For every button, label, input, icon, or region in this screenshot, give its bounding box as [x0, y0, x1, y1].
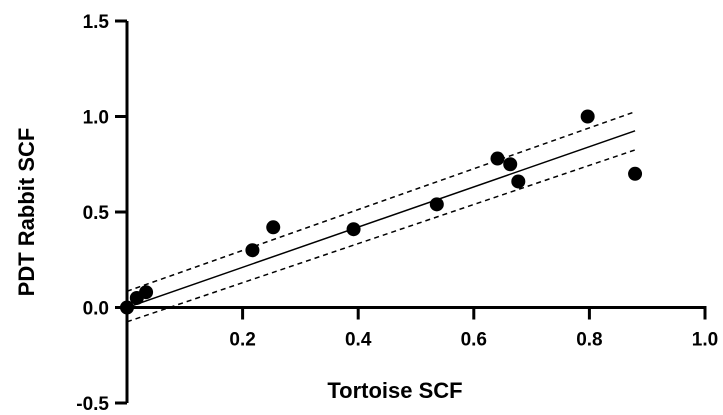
data-point [490, 151, 505, 166]
y-tick-label: -0.5 [76, 394, 109, 415]
confidence-band [126, 111, 636, 323]
x-axis-ticks: 0.2 0.4 0.6 0.8 1.0 [229, 307, 718, 351]
regression-line [126, 130, 636, 309]
data-point [503, 157, 518, 172]
x-tick-label: 0.8 [576, 330, 602, 351]
data-point [580, 109, 595, 124]
x-tick-label: 1.0 [692, 330, 718, 351]
data-point [346, 222, 361, 237]
y-tick-label: 1.0 [83, 108, 109, 129]
x-axis-title: Tortoise SCF [327, 378, 462, 403]
y-axis-title: PDT Rabbit SCF [14, 128, 39, 297]
x-tick-label: 0.6 [461, 330, 487, 351]
y-axis-ticks: -0.5 0.0 0.5 1.0 1.5 [76, 12, 127, 415]
y-tick-label: 1.5 [83, 12, 110, 33]
data-point [139, 285, 154, 300]
y-tick-label: 0.5 [83, 203, 110, 224]
data-point [245, 243, 260, 258]
data-point [266, 220, 281, 235]
confidence-upper-line [126, 111, 636, 292]
x-tick-label: 0.4 [345, 330, 372, 351]
y-tick-label: 0.0 [83, 299, 109, 320]
data-point [429, 197, 444, 212]
data-point [628, 166, 643, 181]
confidence-lower-line [126, 149, 636, 323]
x-tick-label: 0.2 [229, 330, 255, 351]
data-points [120, 109, 643, 315]
data-point [511, 174, 526, 189]
